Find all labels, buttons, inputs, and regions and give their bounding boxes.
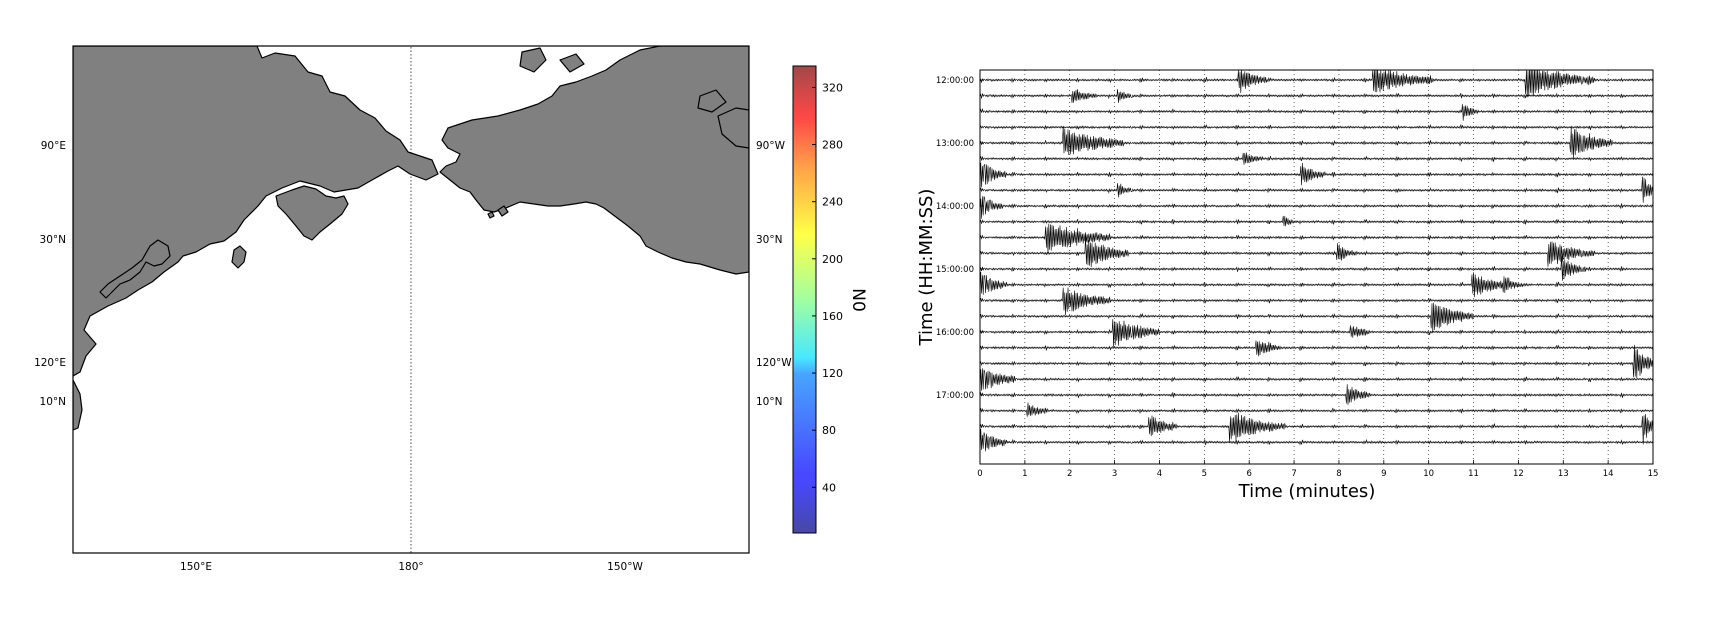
x-tick-label: 9 [1381,469,1386,479]
y-tick-label: 16:00:00 [936,328,974,338]
seismogram-trace [980,152,1653,165]
land-baffin [717,107,749,149]
x-tick-label: 15 [1648,469,1659,479]
left-label-10n: 10°N [40,396,66,408]
colorbar-tick-label: 40 [822,481,836,494]
x-tick-label: 14 [1603,469,1614,479]
right-label-10n: 10°N [756,396,782,408]
right-label-30n: 30°N [756,234,782,246]
land-asia-southwest [73,379,83,431]
x-tick-label: 0 [977,469,982,479]
seismogram-trace [980,287,1653,316]
colorbar-tick-label: 120 [822,367,843,380]
seismogram-trace [980,384,1653,405]
seismogram-traces [980,70,1653,457]
colorbar-ticks: 40 80 120 160 200 240 280 320 [812,81,843,494]
land-north-america [439,46,749,275]
seismogram-trace [980,271,1653,299]
land-sakhalin [231,245,247,269]
seismogram-trace [980,256,1653,281]
colorbar-frame [792,65,817,534]
x-tick-label: 3 [1112,469,1117,479]
y-tick-label: 13:00:00 [936,139,974,149]
colorbar-tick-label: 320 [822,81,843,94]
x-tick-label: 7 [1291,469,1296,479]
right-label-90w: 90°W [756,140,786,152]
seismogram-trace [980,196,1653,219]
x-tick-label: 8 [1336,469,1341,479]
colorbar: 40 80 120 160 200 240 280 320 N0 [792,65,868,534]
seismogram-x-ticks: 0 1 2 3 4 5 6 7 8 9 10 11 12 13 14 15 [977,460,1658,479]
x-tick-label: 1 [1022,469,1027,479]
colorbar-gradient [793,66,816,533]
map-frame [72,45,750,554]
seismogram-ylabel: Time (HH:MM:SS) [916,189,937,347]
bottom-label-150w: 150°W [607,561,643,573]
colorbar-tick-label: 280 [822,139,843,152]
seismogram-trace [980,162,1653,191]
x-tick-label: 13 [1558,469,1569,479]
x-tick-label: 11 [1468,469,1479,479]
seismogram-trace [980,340,1653,357]
bottom-label-180: 180° [398,561,423,573]
seismogram-trace [980,89,1653,103]
land-arctic-islands [519,47,727,113]
seismogram-trace [980,344,1653,379]
map-land [73,46,749,431]
seismogram-trace [980,319,1653,347]
seismogram-trace [980,176,1653,203]
bottom-label-150e: 150°E [180,561,212,573]
colorbar-label: N0 [848,288,868,312]
x-tick-label: 4 [1157,469,1162,479]
x-tick-label: 6 [1246,469,1251,479]
left-label-120e: 120°E [34,357,66,369]
y-tick-label: 15:00:00 [936,265,974,275]
x-tick-label: 10 [1423,469,1434,479]
land-aleutians [487,205,509,219]
seismogram-trace [980,215,1653,227]
seismogram-trace [980,302,1653,333]
seismogram-trace [980,428,1653,457]
x-tick-label: 2 [1067,469,1072,479]
seismogram-y-ticks: 12:00:00 13:00:00 14:00:00 15:00:00 16:00:00… [936,76,984,401]
left-label-30n: 30°N [40,234,66,246]
seismogram-trace [980,368,1653,392]
x-tick-label: 5 [1202,469,1207,479]
y-tick-label: 14:00:00 [936,202,974,212]
seismogram-trace [980,412,1653,445]
land-japan [99,239,171,299]
y-tick-label: 17:00:00 [936,391,974,401]
land-kamchatka [275,185,349,241]
land-asia [73,46,439,377]
seismogram-trace [980,235,1653,268]
seismogram-trace [980,223,1653,255]
right-label-120w: 120°W [756,357,792,369]
seismogram-trace [980,125,1653,159]
seismogram-trace [980,402,1653,417]
seismogram-panel: 0 1 2 3 4 5 6 7 8 9 10 11 12 13 14 15 12:00:0013:00:001… [916,69,1658,502]
seismogram-background [980,70,1653,464]
seismogram-trace [980,123,1653,131]
colorbar-tick-label: 80 [822,424,836,437]
left-label-90e: 90°E [41,140,66,152]
seismogram-trace [980,104,1653,121]
y-tick-label: 12:00:00 [936,76,974,86]
x-tick-label: 12 [1513,469,1524,479]
colorbar-tick-label: 240 [822,196,843,209]
seismogram-xlabel: Time (minutes) [1238,481,1376,502]
colorbar-tick-label: 200 [822,253,843,266]
colorbar-tick-label: 160 [822,310,843,323]
seismogram-trace [980,70,1653,98]
seismogram-frame [979,69,1654,465]
